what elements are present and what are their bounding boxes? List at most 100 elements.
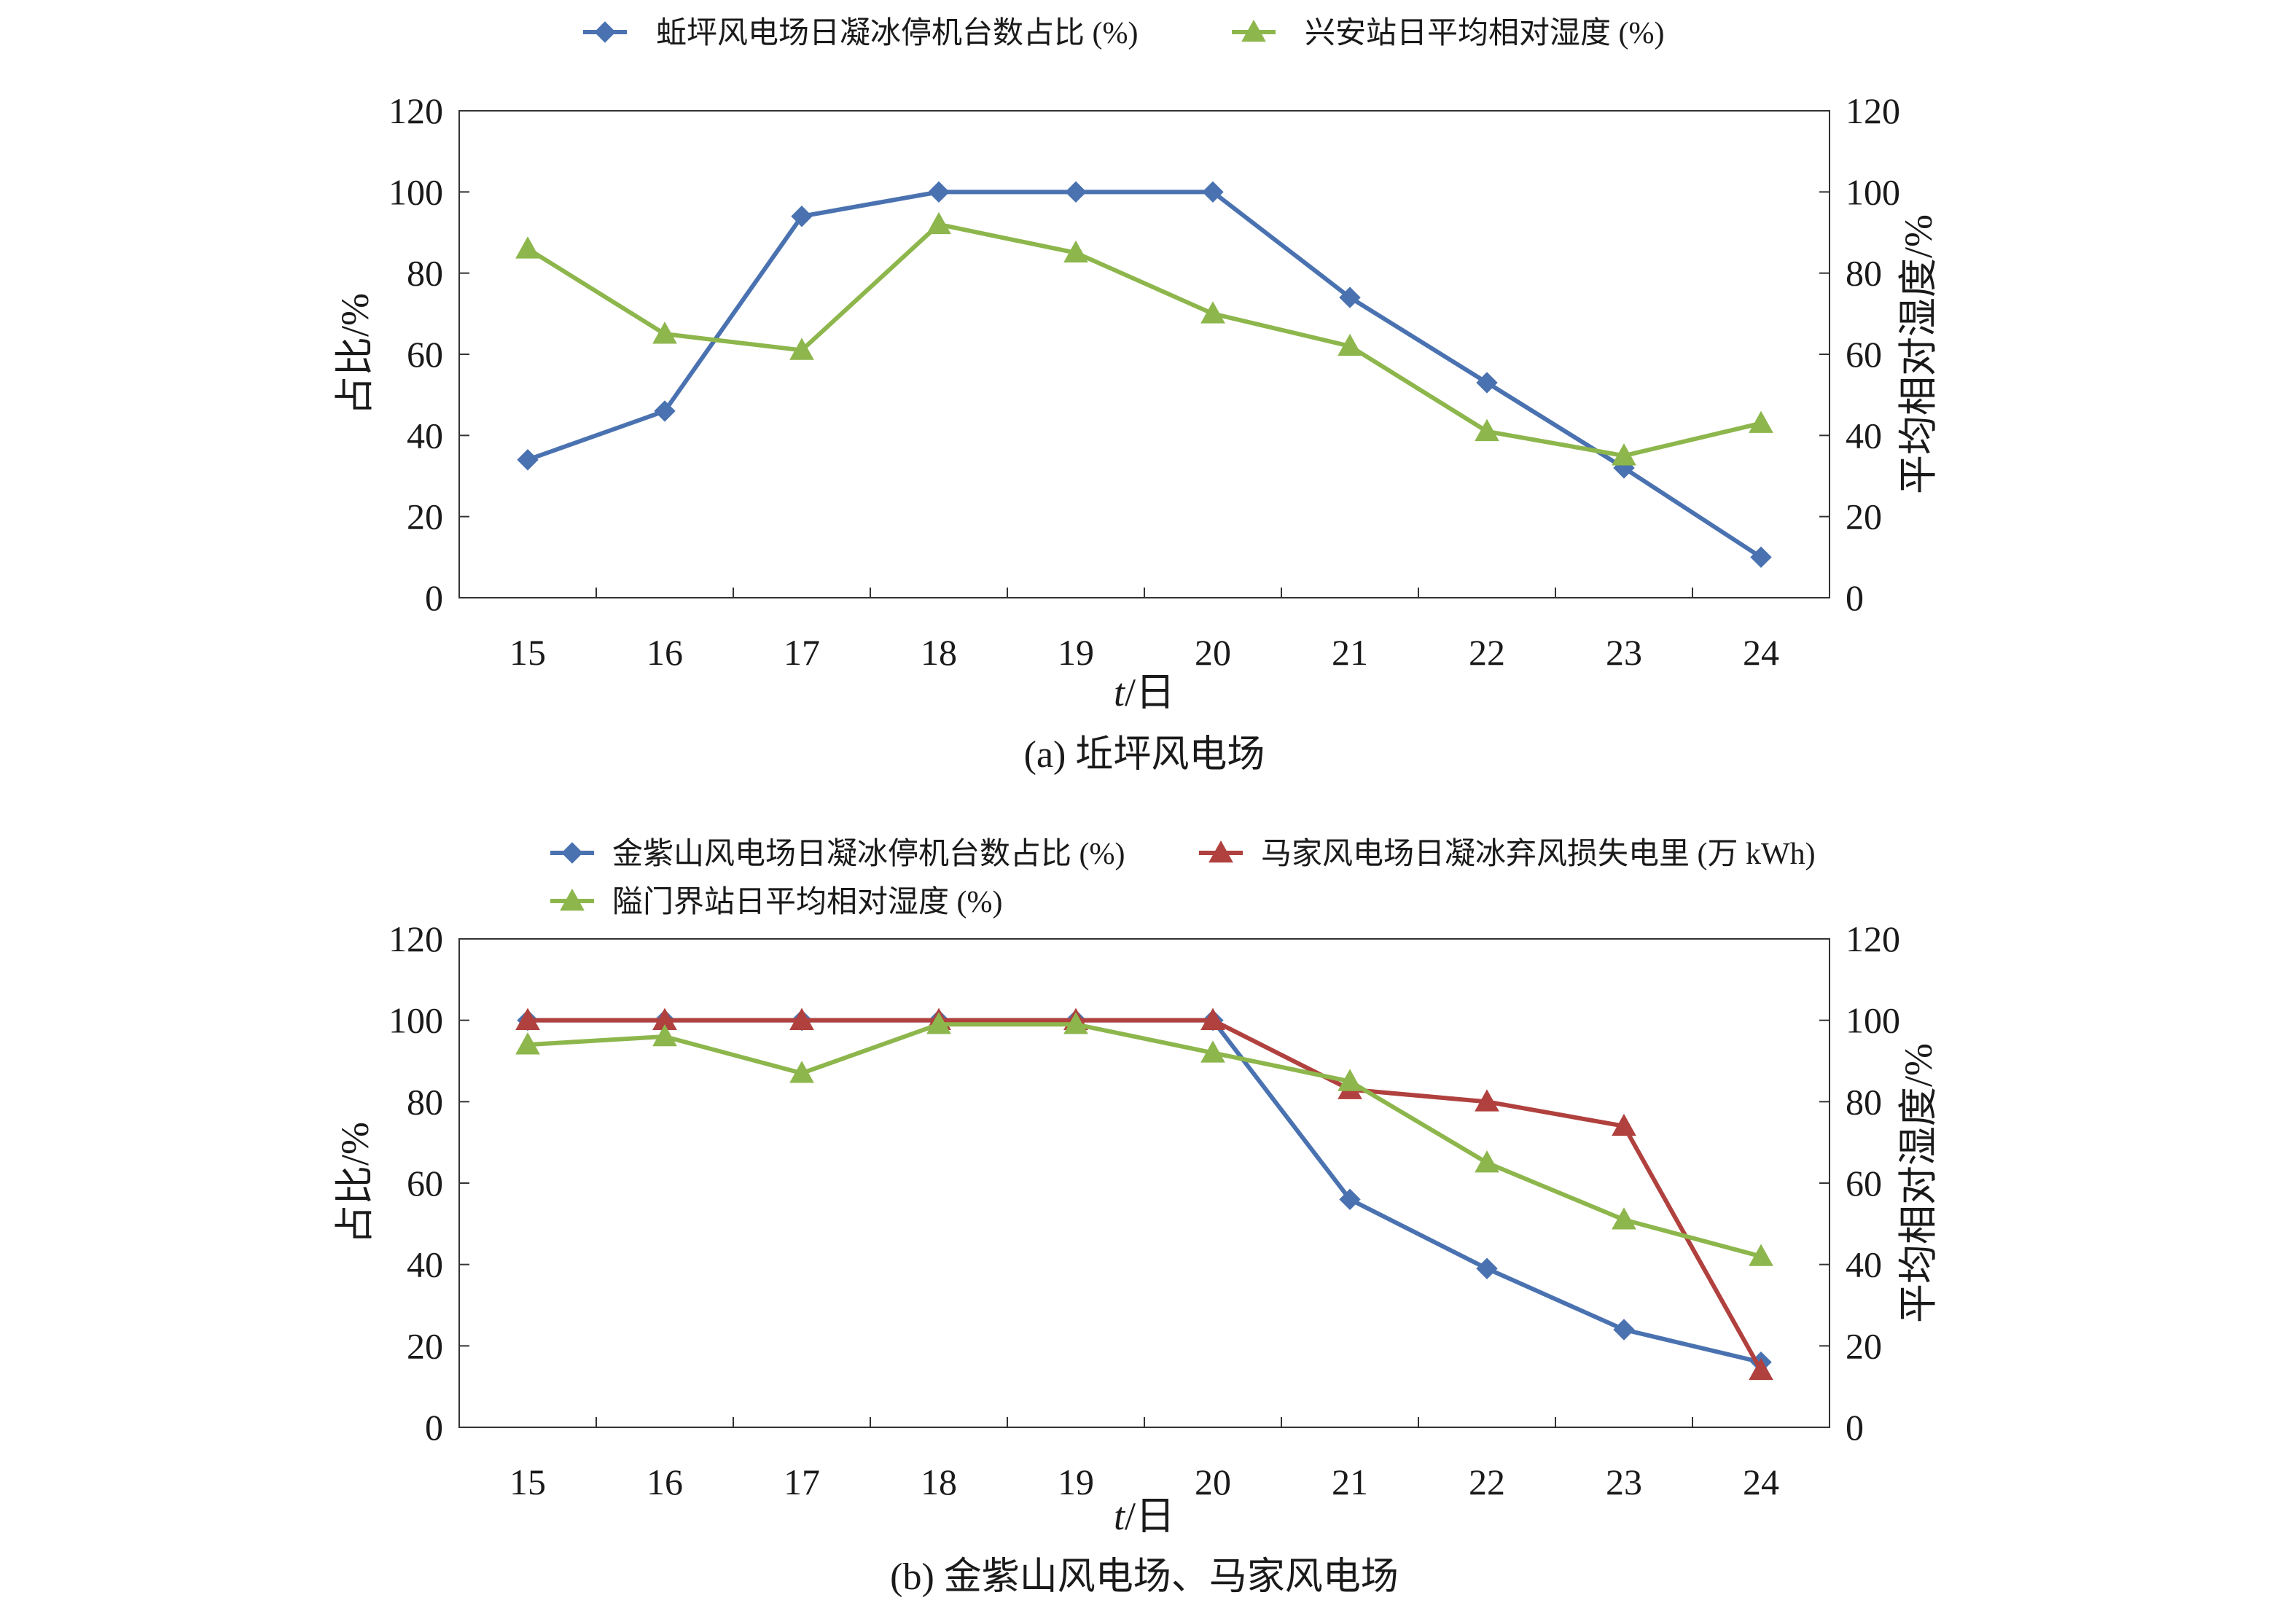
data-point [1749,1244,1773,1266]
data-point [1200,301,1225,324]
x-tick-label: 18 [921,1462,957,1502]
x-tick-label: 24 [1743,1462,1779,1502]
y-tick-label-left: 0 [425,1407,443,1448]
data-point [1200,1040,1225,1063]
x-tick-label: 22 [1469,632,1505,673]
y-tick-label-left: 80 [407,253,443,294]
y-tick-label-left: 120 [388,918,443,959]
x-tick-label: 18 [921,632,957,673]
y-tick-label-right: 0 [1846,1407,1864,1448]
x-axis-title-rest: /日 [1125,1494,1175,1538]
x-axis-title: t/日 [1114,1494,1175,1538]
panel-caption: (a) 坵坪风电场 [1024,734,1265,776]
x-tick-label: 19 [1058,1462,1094,1502]
data-point [1063,240,1088,263]
data-point [1476,1257,1498,1279]
data-point [928,181,950,203]
series-line [526,1018,1763,1365]
data-point [1338,333,1362,356]
data-point [1475,418,1499,442]
panel-caption: (b) 金紫山风电场、马家风电场 [890,1556,1399,1598]
x-tick-label: 24 [1743,632,1779,673]
y-tick-label-right: 20 [1846,1325,1882,1366]
x-axis-title-rest: /日 [1125,671,1175,714]
y-tick-label-left: 20 [407,1325,443,1366]
data-point [789,338,814,360]
plot-frame [458,110,1830,598]
data-point [1063,1012,1088,1034]
x-tick-label: 22 [1469,1462,1505,1502]
x-tick-label: 20 [1195,1462,1231,1502]
y-tick-label-right: 100 [1846,171,1900,212]
data-point [789,1061,814,1083]
legend-label: 隘门界站日平均相对湿度 (%) [612,886,1002,919]
x-tick-label: 21 [1332,1462,1368,1502]
data-point [1475,1150,1499,1173]
series-1 [517,1009,1772,1373]
y-tick-label-right: 60 [1846,334,1882,375]
data-point [1202,181,1224,203]
y-tick-label-left: 0 [425,577,443,618]
series-2 [515,211,1773,466]
data-point [926,211,951,235]
series-1 [517,181,1772,569]
data-point [1338,1069,1362,1091]
data-point [654,400,676,422]
y-tick-label-left: 80 [407,1081,443,1122]
data-point [1475,1089,1499,1112]
y-tick-label-right: 0 [1846,577,1864,618]
legend-label: 马家风电场日凝冰弃风损失电里 (万 kWh) [1261,837,1816,871]
series-line [526,222,1763,459]
data-point [1476,372,1498,394]
y-tick-label-left: 40 [407,1244,443,1285]
data-point [1612,443,1636,466]
data-point [1612,1113,1636,1136]
data-point [1613,1319,1635,1341]
data-point [1200,1007,1225,1030]
x-tick-label: 19 [1058,632,1094,673]
x-tick-label: 15 [509,1462,546,1502]
x-tick-label: 21 [1332,632,1368,673]
data-point [517,449,539,471]
chart-b: 0 0 20 20 40 40 60 60 80 80 100 100 120 120 15 16 17 18 19… [333,837,1940,1598]
y-tick-label-left: 20 [407,496,443,537]
x-tick-label: 15 [509,632,546,673]
chart-a: 0 0 20 20 40 40 60 60 80 80 100 100 120 120 15 16 17 18 19… [333,16,1940,776]
data-point [791,206,813,227]
x-tick-label: 16 [647,1462,683,1502]
data-point [652,1023,677,1047]
legend-label: 兴安站日平均相对湿度 (%) [1305,17,1664,50]
data-point [652,321,677,344]
data-point [1749,410,1773,433]
data-point [515,1007,540,1030]
legend-item: 马家风电场日凝冰弃风损失电里 (万 kWh) [1199,837,1816,871]
y-axis-title-right: 平均相对湿度/% [1897,1043,1940,1323]
data-point [1612,1207,1636,1230]
data-point [515,236,540,259]
y-tick-label-right: 100 [1846,1000,1900,1041]
legend-item: 兴安站日平均相对湿度 (%) [1232,17,1664,50]
data-point [926,1012,951,1034]
y-tick-label-right: 40 [1846,1244,1882,1285]
legend-label: 金紫山风电场日凝冰停机台数占比 (%) [612,837,1125,871]
x-tick-label: 17 [784,1462,820,1502]
x-tick-label: 17 [784,632,820,673]
legend-item: 隘门界站日平均相对湿度 (%) [550,886,1002,919]
legend-swatch-marker [1241,19,1266,42]
y-tick-label-right: 80 [1846,1081,1882,1122]
data-point [515,1032,540,1055]
x-tick-label: 23 [1606,632,1642,673]
y-tick-label-left: 100 [388,1000,443,1041]
legend-swatch-marker [560,888,585,911]
series-2 [515,1007,1773,1381]
y-tick-label-right: 20 [1846,496,1882,537]
y-tick-label-left: 120 [388,90,443,131]
series-line [526,1022,1763,1259]
y-axis-title-left: 占比/% [333,1122,377,1244]
y-axis-title-right: 平均相对湿度/% [1897,214,1940,494]
x-axis-title: t/日 [1114,671,1175,714]
legend-swatch-marker [594,21,616,43]
y-tick-label-left: 100 [388,171,443,212]
series-line [526,190,1763,560]
